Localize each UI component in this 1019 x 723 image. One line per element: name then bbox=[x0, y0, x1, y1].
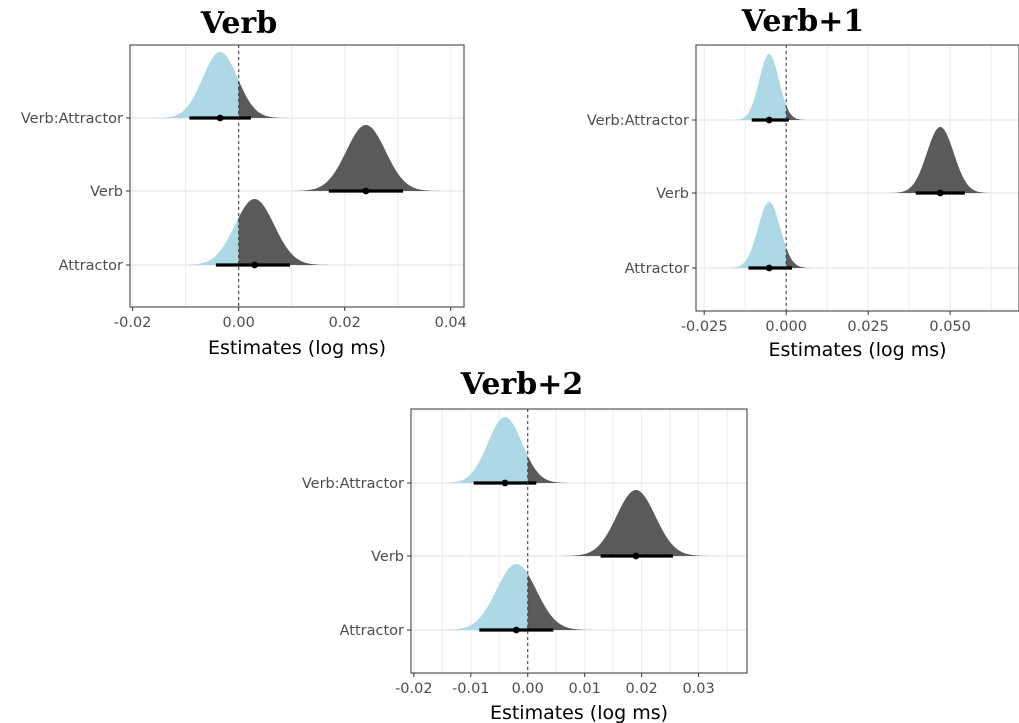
density-below-zero bbox=[172, 217, 239, 265]
panel-3: Verb+2 Verb:Attractor Verb Attractor -0.02 -0… bbox=[302, 367, 748, 723]
x-axis-title: Estimates (log ms) bbox=[768, 339, 946, 361]
x-tick-label: 0.00 bbox=[512, 681, 544, 697]
panel-1: Verb Verb:Attractor Verb Attractor -0.02 0.00… bbox=[21, 6, 467, 359]
y-tick-label: Verb:Attractor bbox=[302, 476, 404, 492]
x-tick-label: 0.02 bbox=[625, 681, 657, 697]
x-axis-title: Estimates (log ms) bbox=[490, 702, 668, 723]
y-tick-label: Attractor bbox=[340, 623, 404, 639]
x-tick-label: 0.025 bbox=[847, 319, 889, 335]
density-attractor bbox=[722, 202, 816, 268]
x-tick-label: -0.025 bbox=[681, 319, 728, 335]
density-below-zero bbox=[432, 564, 528, 630]
x-tick-label: 0.01 bbox=[569, 681, 601, 697]
point-estimate bbox=[501, 479, 509, 487]
density-above-zero bbox=[238, 199, 337, 265]
point-estimate bbox=[936, 189, 944, 197]
point-estimate bbox=[512, 626, 520, 634]
panel-border bbox=[129, 44, 465, 308]
x-tick-label: -0.02 bbox=[114, 315, 152, 331]
point-estimate bbox=[251, 261, 258, 269]
density-attractor bbox=[172, 199, 337, 265]
point-estimate bbox=[362, 187, 370, 195]
x-tick-label: 0.050 bbox=[929, 319, 971, 335]
panel-border bbox=[410, 408, 748, 674]
y-tick-label: Attractor bbox=[625, 261, 689, 277]
x-tick-label: 0.00 bbox=[223, 315, 255, 331]
y-tick-label: Verb bbox=[90, 184, 123, 200]
point-estimate bbox=[765, 116, 773, 124]
x-axis-title: Estimates (log ms) bbox=[208, 337, 386, 359]
density-verb-attractor bbox=[146, 52, 294, 118]
density-above-zero bbox=[786, 247, 816, 268]
density-above-zero bbox=[554, 490, 718, 556]
point-estimate bbox=[765, 264, 773, 272]
y-tick-label: Verb bbox=[656, 186, 689, 202]
point-estimate bbox=[632, 552, 640, 560]
density-verb bbox=[883, 127, 997, 193]
density-below-zero bbox=[727, 54, 787, 120]
density-above-zero bbox=[883, 127, 997, 193]
panel-title: Verb+1 bbox=[741, 4, 864, 39]
density-below-zero bbox=[722, 202, 787, 268]
density-verb-attractor bbox=[727, 54, 811, 120]
density-below-zero bbox=[146, 52, 239, 118]
panel-title: Verb+2 bbox=[460, 367, 583, 402]
x-tick-label: 0.03 bbox=[682, 681, 714, 697]
x-tick-label: 0.04 bbox=[435, 315, 467, 331]
density-verb bbox=[283, 125, 449, 191]
x-tick-label: 0.000 bbox=[765, 319, 807, 335]
density-below-zero bbox=[433, 417, 528, 483]
density-above-zero bbox=[238, 80, 294, 118]
density-above-zero bbox=[283, 125, 449, 191]
y-tick-label: Verb bbox=[371, 549, 404, 565]
density-verb bbox=[554, 490, 718, 556]
density-above-zero bbox=[527, 573, 601, 630]
x-tick-label: 0.02 bbox=[329, 315, 361, 331]
x-tick-label: -0.02 bbox=[395, 681, 433, 697]
y-tick-label: Verb:Attractor bbox=[21, 111, 123, 127]
y-tick-label: Verb:Attractor bbox=[587, 113, 689, 129]
panel-border bbox=[695, 44, 1019, 312]
x-tick-label: -0.01 bbox=[452, 681, 490, 697]
panel-2: Verb+1 Verb:Attractor Verb Attractor -0.025 0… bbox=[587, 4, 1019, 361]
point-estimate bbox=[216, 114, 224, 122]
density-attractor bbox=[432, 564, 601, 630]
density-above-zero bbox=[527, 455, 577, 483]
density-verb-attractor bbox=[433, 417, 577, 483]
y-tick-label: Attractor bbox=[59, 258, 123, 274]
density-above-zero bbox=[786, 105, 811, 120]
panel-title: Verb bbox=[200, 6, 277, 41]
